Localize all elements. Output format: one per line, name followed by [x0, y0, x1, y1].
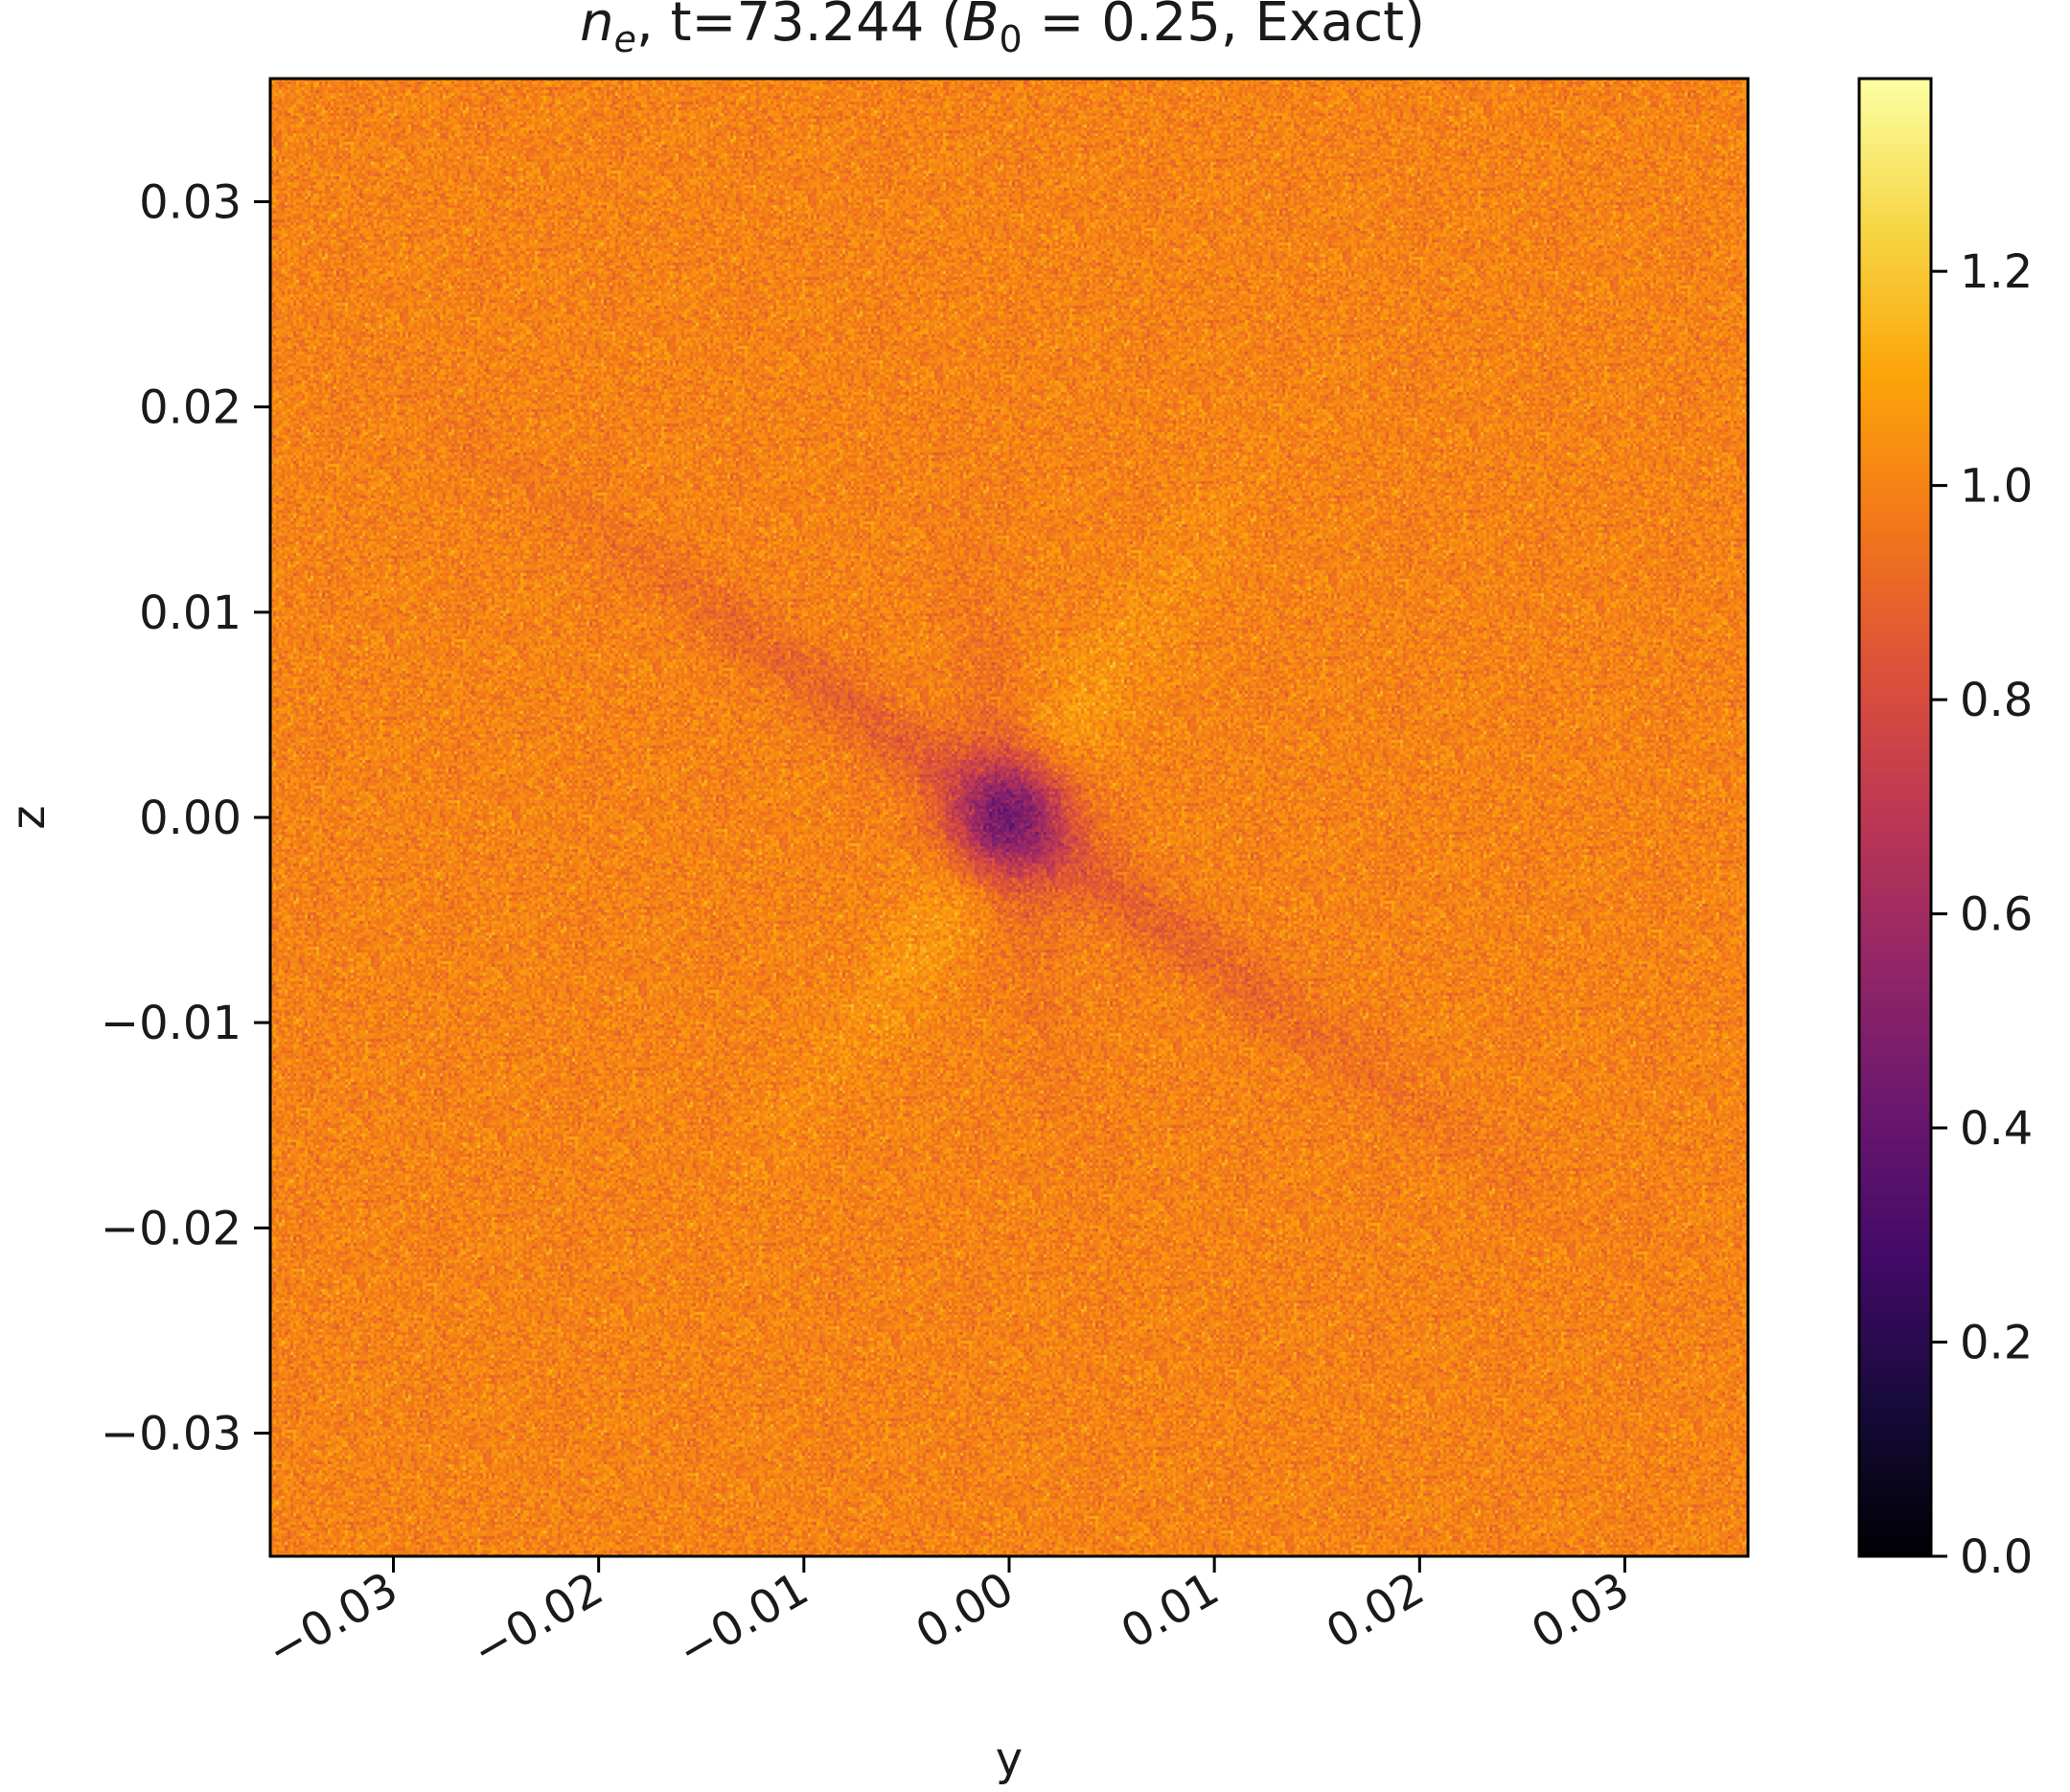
title-var: n [580, 0, 614, 54]
colorbar-tick-label: 0.4 [1960, 1102, 2033, 1156]
colorbar-tick-label: 0.8 [1960, 674, 2033, 727]
colorbar-frame [1857, 77, 1933, 1558]
colorbar-image-container [1859, 79, 1931, 1556]
colorbar-tick-label: 1.0 [1960, 460, 2033, 514]
colorbar-tick-label: 1.2 [1960, 245, 2033, 299]
y-tick-label: −0.01 [101, 997, 242, 1050]
y-axis-label: z [2, 805, 56, 829]
heatmap-image [270, 79, 1748, 1556]
y-axis: 0.03 0.02 0.01 0.00 −0.01 −0.02 −0.03 [101, 176, 270, 1461]
colorbar-axis: 0.0 0.2 0.4 0.6 0.8 1.0 1.2 [1931, 245, 2033, 1584]
y-tick-label: −0.03 [101, 1408, 242, 1461]
y-tick-label: 0.01 [139, 586, 242, 640]
title-sep: , [636, 0, 671, 54]
title-param-var: B [962, 0, 999, 54]
x-axis-label: y [996, 1733, 1023, 1786]
colorbar-image [1859, 79, 1931, 1556]
title-time: t=73.244 [671, 0, 925, 54]
chart-title: ne, t=73.244 (B0 = 0.25, Exact) [580, 0, 1425, 60]
title-sub: e [614, 18, 636, 60]
colorbar-tick-label: 0.6 [1960, 888, 2033, 942]
heatmap-image-container [270, 79, 1748, 1556]
colorbar-tick-label: 0.0 [1960, 1530, 2033, 1584]
y-tick-label: 0.03 [139, 176, 242, 230]
y-tick-label: −0.02 [101, 1202, 242, 1255]
title-param-sub: 0 [999, 18, 1022, 60]
y-tick-label: 0.00 [139, 792, 242, 845]
title-param-value: = 0.25, Exact) [1023, 0, 1425, 54]
y-tick-label: 0.02 [139, 381, 242, 435]
title-param-open: ( [941, 0, 962, 54]
colorbar-tick-label: 0.2 [1960, 1317, 2033, 1370]
